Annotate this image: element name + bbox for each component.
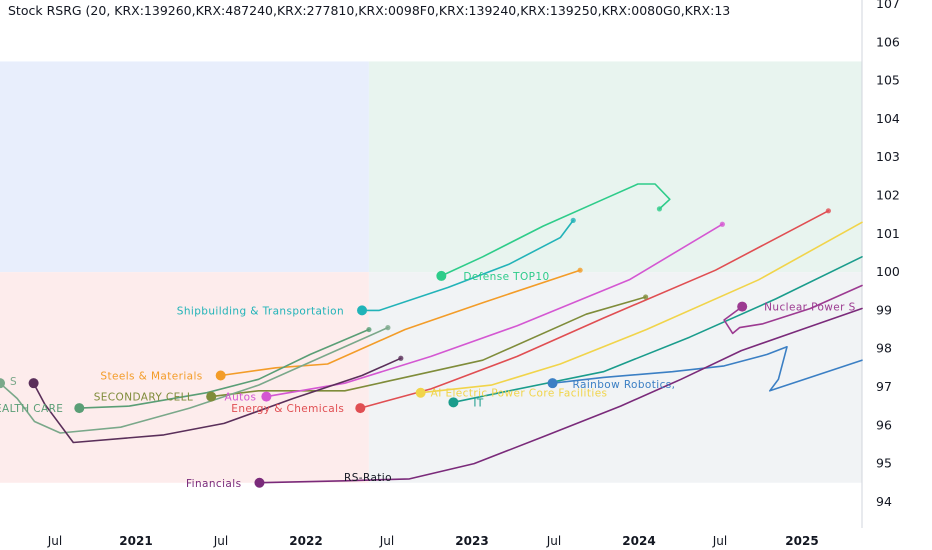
series-label: Autos bbox=[224, 392, 256, 404]
series-tail-dot bbox=[254, 477, 265, 488]
series-tail-dot bbox=[415, 387, 426, 398]
series-tail-dot bbox=[737, 301, 748, 312]
series-label: Defense TOP10 bbox=[463, 271, 549, 283]
series-head-dot bbox=[577, 267, 583, 273]
series-line bbox=[452, 256, 863, 404]
series-head-dot bbox=[656, 206, 663, 212]
series-tail-dot bbox=[547, 378, 558, 389]
quadrant-lagging bbox=[0, 272, 369, 483]
x-tick-label: 2021 bbox=[119, 534, 152, 548]
y-tick-label: 104 bbox=[876, 111, 900, 126]
series-label: Energy & Chemicals bbox=[231, 403, 344, 415]
series-label: S bbox=[10, 376, 17, 388]
series-label: SECONDARY CELL bbox=[94, 392, 193, 404]
x-tick-label: Jul bbox=[213, 534, 228, 548]
y-tick-label: 103 bbox=[876, 149, 900, 164]
series-line bbox=[361, 219, 574, 312]
y-tick-label: 101 bbox=[876, 226, 900, 241]
y-tick-label: 96 bbox=[876, 417, 892, 432]
y-tick-label: 99 bbox=[876, 302, 892, 317]
series-line bbox=[210, 296, 647, 398]
series-line bbox=[419, 221, 863, 394]
series-tail-dot bbox=[206, 391, 217, 402]
y-tick-label: 102 bbox=[876, 188, 900, 203]
series-line bbox=[551, 346, 863, 392]
series-head-dot bbox=[719, 221, 725, 227]
y-tick-label: 105 bbox=[876, 73, 900, 88]
series-line bbox=[78, 328, 370, 409]
series-tail-dot bbox=[261, 391, 272, 402]
series-line bbox=[219, 269, 581, 377]
x-tick-label: 2025 bbox=[785, 534, 818, 548]
series-line bbox=[258, 307, 863, 484]
series-tail-dot bbox=[448, 397, 459, 408]
series-label: Steels & Materials bbox=[100, 371, 202, 383]
x-tick-label: Jul bbox=[712, 534, 727, 548]
series-label: Nuclear Power S bbox=[764, 302, 856, 314]
chart-title: Stock RSRG (20, KRX:139260,KRX:487240,KR… bbox=[8, 3, 731, 18]
y-tick-label: 106 bbox=[876, 34, 900, 49]
series-head-dot bbox=[385, 325, 391, 331]
quadrant-improving bbox=[0, 61, 369, 273]
series-label: Shipbuilding & Transportation bbox=[177, 305, 344, 317]
series-tail-dot bbox=[0, 378, 5, 389]
series-tail-dot bbox=[436, 270, 447, 281]
y-tick-label: 107 bbox=[876, 0, 900, 11]
series-line bbox=[723, 284, 863, 335]
series-line bbox=[32, 357, 402, 444]
series-tail-dot bbox=[357, 305, 368, 316]
series-tail-dot bbox=[355, 403, 366, 414]
y-tick-label: 97 bbox=[876, 379, 892, 394]
series-label: Financials bbox=[186, 478, 241, 490]
x-tick-label: 2024 bbox=[622, 534, 655, 548]
x-tick-label: Jul bbox=[546, 534, 561, 548]
x-tick-label: 2022 bbox=[289, 534, 322, 548]
quadrant-weakening bbox=[368, 272, 862, 483]
quadrant-leading bbox=[368, 61, 862, 273]
series-label: AI Electric Power Core Facilities bbox=[431, 388, 608, 400]
x-axis-label: RS-Ratio bbox=[344, 472, 392, 484]
y-tick-label: 98 bbox=[876, 341, 892, 356]
y-tick-label: 95 bbox=[876, 456, 892, 471]
x-tick-label: 2023 bbox=[455, 534, 488, 548]
x-tick-label: Jul bbox=[379, 534, 394, 548]
y-tick-label: 100 bbox=[876, 264, 900, 279]
y-tick-label: 94 bbox=[876, 494, 892, 509]
series-tail-dot bbox=[215, 370, 226, 381]
series-tail-dot bbox=[74, 403, 85, 414]
series-label: HEALTH CARE bbox=[0, 403, 63, 415]
series-head-dot bbox=[366, 326, 372, 333]
series-label: IT bbox=[473, 397, 483, 409]
x-tick-label: Jul bbox=[47, 534, 62, 548]
series-line bbox=[0, 326, 389, 434]
series-tail-dot bbox=[28, 378, 39, 389]
series-head-dot bbox=[825, 208, 831, 214]
series-line bbox=[440, 183, 671, 277]
series-head-dot bbox=[398, 355, 404, 361]
series-head-dot bbox=[643, 294, 649, 300]
series-label: Rainbow Robotics, bbox=[573, 379, 676, 391]
series-head-dot bbox=[570, 217, 576, 223]
